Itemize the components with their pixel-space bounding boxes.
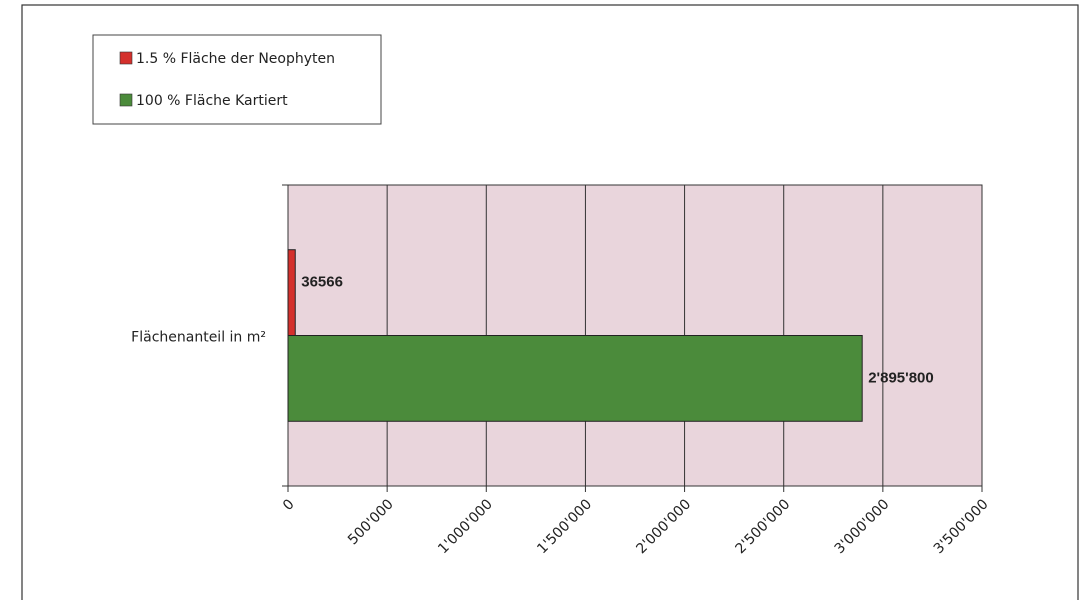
legend-box — [92, 34, 382, 125]
x-tick-label: 0 — [280, 496, 298, 514]
legend-swatch — [119, 93, 133, 107]
legend-label: 100 % Fläche Kartiert — [136, 93, 288, 109]
x-tick-label: 1'000'000 — [435, 496, 496, 557]
x-tick-label: 1'500'000 — [534, 496, 595, 557]
legend-label: 1.5 % Fläche der Neophyten — [136, 51, 335, 67]
bar — [287, 335, 863, 422]
data-label: 2'895'800 — [868, 369, 934, 386]
frame — [21, 4, 1079, 600]
x-tick-label: 500'000 — [345, 496, 397, 548]
bar — [287, 249, 296, 336]
category-label: Flächenanteil in m² — [131, 330, 266, 346]
x-tick-label: 2'000'000 — [633, 496, 694, 557]
legend-swatch — [119, 51, 133, 65]
x-tick-label: 3'500'000 — [931, 496, 992, 557]
x-tick-label: 2'500'000 — [733, 496, 794, 557]
x-tick-label: 3'000'000 — [832, 496, 893, 557]
data-label: 36566 — [301, 274, 343, 291]
